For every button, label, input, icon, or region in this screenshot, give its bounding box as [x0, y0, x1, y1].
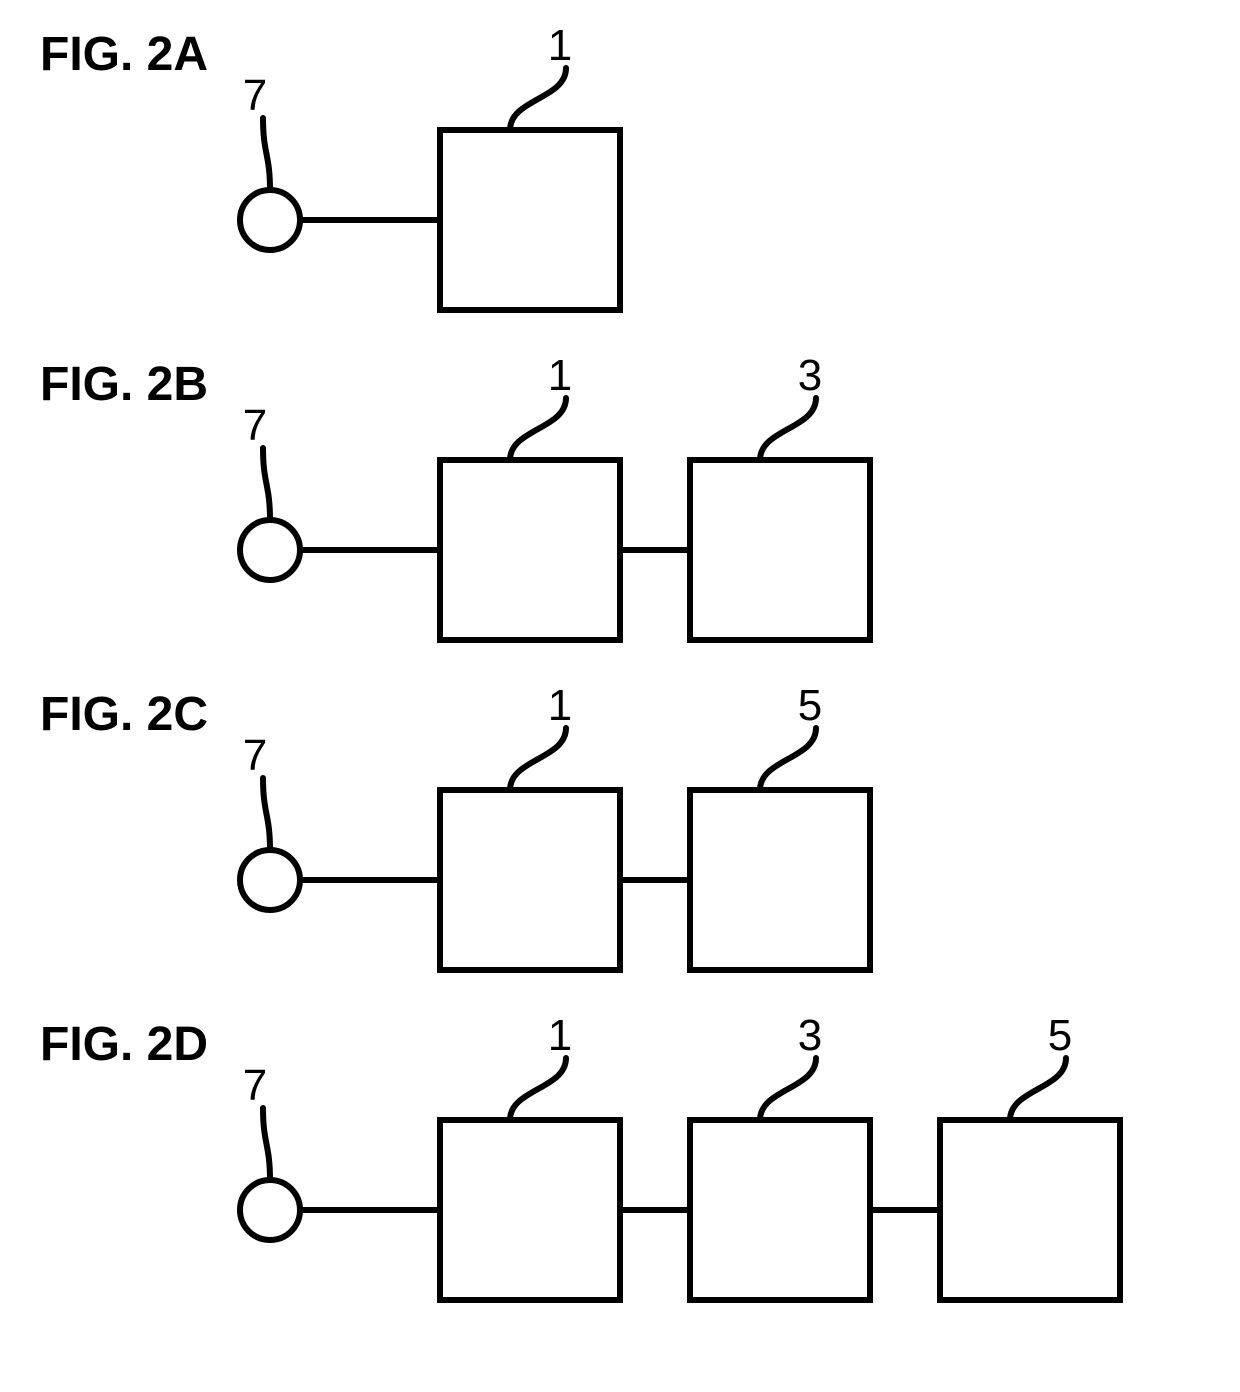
figure-B-label-3: 3: [798, 351, 822, 400]
figure-D-label-1: 1: [548, 1011, 572, 1060]
figure-A-leader-1: [510, 68, 566, 130]
figure-D-leader-3: [760, 1058, 816, 1120]
figure-D-label-5: 5: [1048, 1011, 1072, 1060]
figure-D-node-7: [240, 1180, 300, 1240]
figure-C: FIG. 2C 7 1 5: [40, 681, 870, 970]
figure-D-block-5: [940, 1120, 1120, 1300]
figure-D-label-3: 3: [798, 1011, 822, 1060]
figure-C-label-1: 1: [548, 681, 572, 730]
figure-D-label-7: 7: [243, 1061, 267, 1110]
figure-B-leader-3: [760, 398, 816, 460]
figure-B-block-1: [440, 460, 620, 640]
figure-A-label-7: 7: [243, 71, 267, 120]
figure-C-label-7: 7: [243, 731, 267, 780]
figure-B: FIG. 2B 7 1 3: [40, 351, 870, 640]
figure-A-block-1: [440, 130, 620, 310]
figure-C-block-5: [690, 790, 870, 970]
figure-B-leader-1: [510, 398, 566, 460]
figure-B-title: FIG. 2B: [40, 358, 208, 411]
figure-A: FIG. 2A 7 1: [40, 21, 620, 310]
figure-D: FIG. 2D 7 1 3 5: [40, 1011, 1120, 1300]
figure-B-leader-7: [263, 448, 270, 520]
figure-D-block-1: [440, 1120, 620, 1300]
figure-D-leader-7: [263, 1108, 270, 1180]
figure-A-title: FIG. 2A: [40, 28, 208, 81]
figure-C-leader-1: [510, 728, 566, 790]
figure-C-leader-5: [760, 728, 816, 790]
figure-C-node-7: [240, 850, 300, 910]
figure-A-node-7: [240, 190, 300, 250]
figure-B-block-3: [690, 460, 870, 640]
figure-C-leader-7: [263, 778, 270, 850]
figure-D-title: FIG. 2D: [40, 1018, 208, 1071]
figure-D-block-3: [690, 1120, 870, 1300]
figure-A-leader-7: [263, 118, 270, 190]
figure-D-leader-1: [510, 1058, 566, 1120]
figure-A-label-1: 1: [548, 21, 572, 70]
figure-C-title: FIG. 2C: [40, 688, 208, 741]
figure-B-label-1: 1: [548, 351, 572, 400]
diagram-canvas: FIG. 2A 7 1 FIG. 2B 7 1 3 FIG. 2C 7 1 5 FIG. 2D 7 1 3 5: [0, 0, 1240, 1392]
figure-B-label-7: 7: [243, 401, 267, 450]
figure-C-label-5: 5: [798, 681, 822, 730]
figure-B-node-7: [240, 520, 300, 580]
figure-D-leader-5: [1010, 1058, 1066, 1120]
figure-C-block-1: [440, 790, 620, 970]
